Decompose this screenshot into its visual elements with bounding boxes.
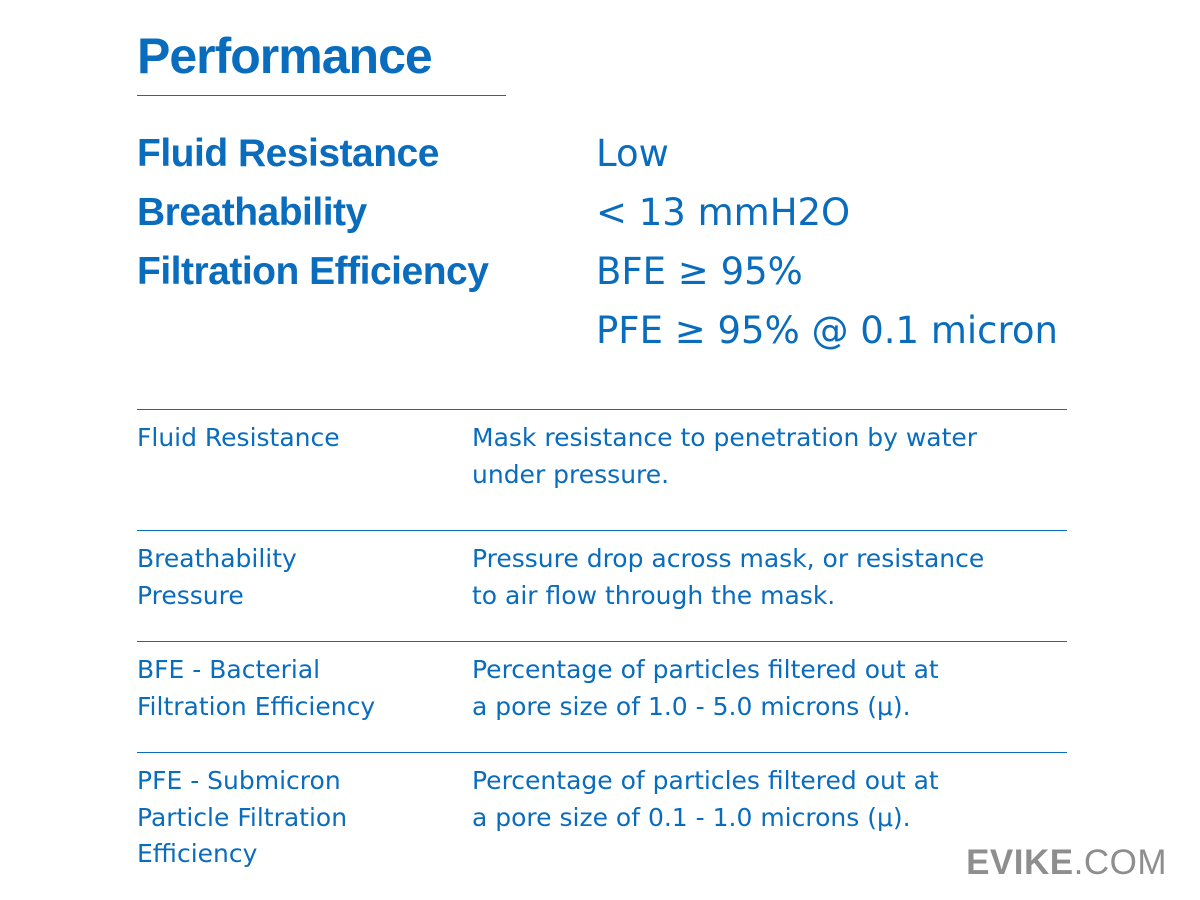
spec-row-filtration-efficiency-pfe: PFE ≥ 95% @ 0.1 micron <box>137 305 1137 364</box>
glossary-term: BFE - Bacterial Filtration Efficiency <box>137 652 457 725</box>
glossary-term-line: Filtration Efficiency <box>137 691 376 721</box>
glossary-row-pfe: PFE - Submicron Particle Filtration Effi… <box>137 752 1067 883</box>
spec-label: Filtration Efficiency <box>137 250 489 293</box>
glossary-term: PFE - Submicron Particle Filtration Effi… <box>137 763 457 873</box>
page-title: Performance <box>137 28 433 84</box>
glossary-definition-line: Percentage of particles filtered out at <box>472 655 939 684</box>
glossary-definition-line: Percentage of particles filtered out at <box>472 766 939 795</box>
spec-value: Low <box>596 132 669 175</box>
glossary-term-line: Pressure <box>137 580 244 610</box>
spec-row-breathability: Breathability < 13 mmH2O <box>137 187 1137 246</box>
glossary-term-line: Particle Filtration <box>137 802 348 832</box>
watermark-brand: EVIKE <box>966 843 1074 882</box>
glossary-definition: Percentage of particles filtered out at … <box>472 652 1062 725</box>
glossary-definition: Percentage of particles filtered out at … <box>472 763 1062 836</box>
watermark-suffix: .COM <box>1073 843 1167 882</box>
spec-value: < 13 mmH2O <box>596 191 851 234</box>
glossary-definition: Pressure drop across mask, or resistance… <box>472 541 1062 614</box>
glossary-row-fluid-resistance: Fluid Resistance Mask resistance to pene… <box>137 409 1067 530</box>
spec-row-filtration-efficiency: Filtration Efficiency BFE ≥ 95% <box>137 246 1137 305</box>
title-divider <box>137 95 506 96</box>
evike-watermark: EVIKE.COM <box>966 843 1167 883</box>
glossary-term-line: Efficiency <box>137 839 258 868</box>
glossary-definition-line: Mask resistance to penetration by water <box>472 423 978 452</box>
glossary-term-line: Fluid Resistance <box>137 423 340 452</box>
glossary-term: Breathability Pressure <box>137 541 457 614</box>
spec-value: BFE ≥ 95% <box>596 250 803 293</box>
spec-value: PFE ≥ 95% @ 0.1 micron <box>596 309 1059 352</box>
glossary-definition-line: Pressure drop across mask, or resistance <box>472 544 985 573</box>
glossary-definition-line: under pressure. <box>472 459 670 489</box>
glossary-term: Fluid Resistance <box>137 420 457 457</box>
spec-label: Fluid Resistance <box>137 132 439 175</box>
glossary-row-bfe: BFE - Bacterial Filtration Efficiency Pe… <box>137 641 1067 752</box>
spec-label: Breathability <box>137 191 367 234</box>
glossary-term-line: Breathability <box>137 544 297 573</box>
glossary-row-breathability: Breathability Pressure Pressure drop acr… <box>137 530 1067 641</box>
glossary-definition-line: to air flow through the mask. <box>472 580 836 610</box>
glossary-term-line: PFE - Submicron <box>137 766 341 795</box>
glossary-term-line: BFE - Bacterial <box>137 655 321 684</box>
spec-row-fluid-resistance: Fluid Resistance Low <box>137 128 1137 187</box>
glossary-table: Fluid Resistance Mask resistance to pene… <box>137 409 1067 883</box>
performance-spec-table: Fluid Resistance Low Breathability < 13 … <box>137 128 1137 364</box>
glossary-definition: Mask resistance to penetration by water … <box>472 420 1062 493</box>
glossary-definition-line: a pore size of 0.1 - 1.0 microns (μ). <box>472 802 911 832</box>
glossary-definition-line: a pore size of 1.0 - 5.0 microns (μ). <box>472 691 911 721</box>
